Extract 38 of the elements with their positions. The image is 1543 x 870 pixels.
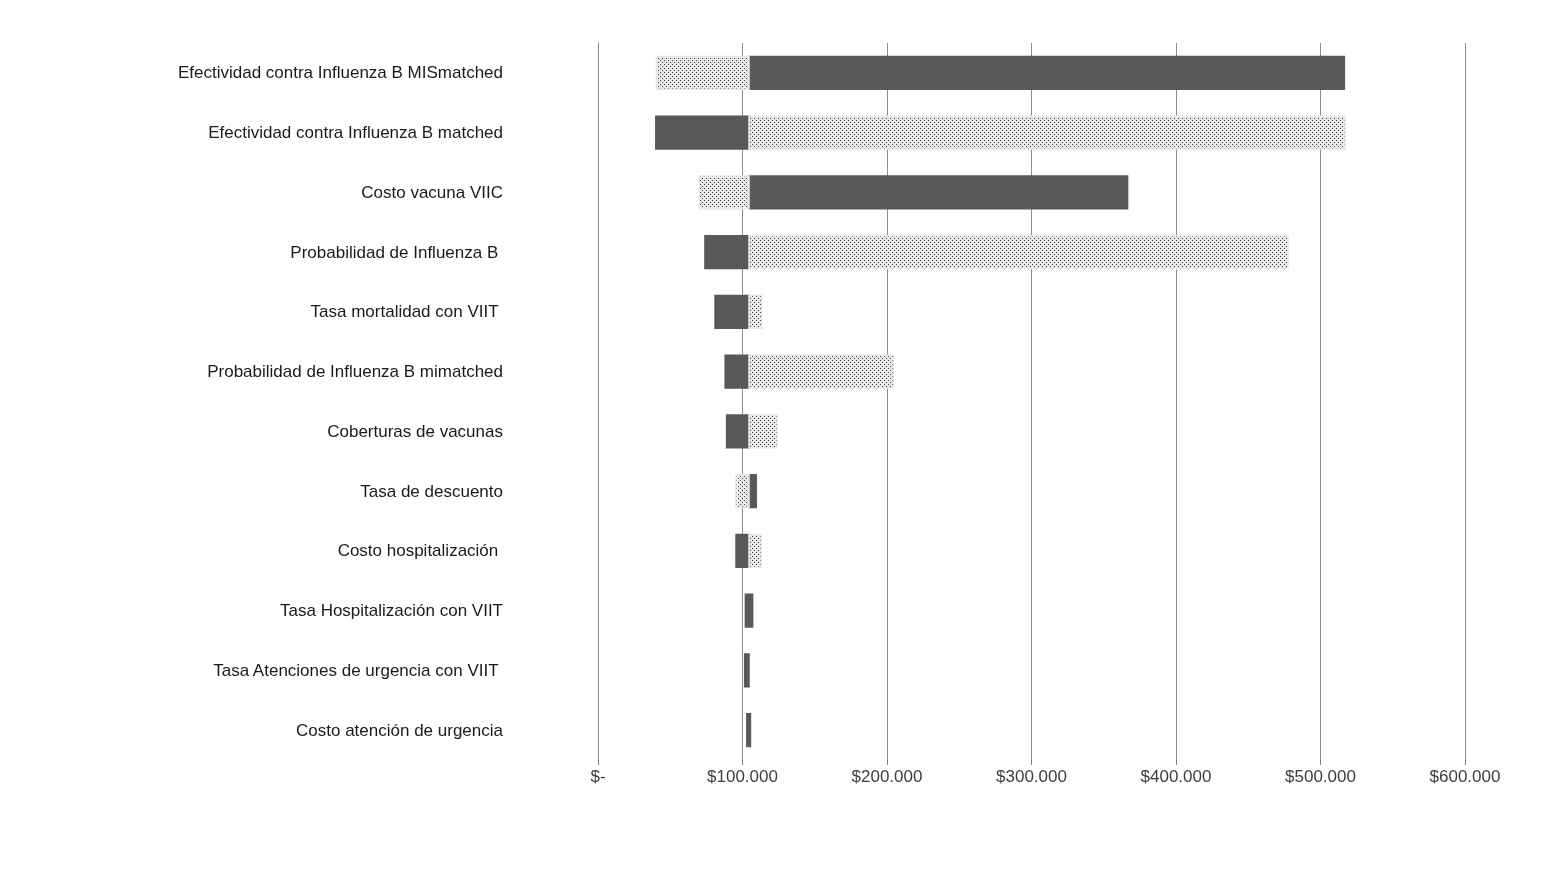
bar [714, 294, 750, 330]
y-tick-label: Tasa mortalidad con VIIT [310, 302, 503, 322]
bar [704, 234, 750, 270]
x-tick-label: $400.000 [1140, 767, 1212, 786]
bar [748, 354, 895, 389]
bar [748, 55, 1346, 91]
x-tick-label: $500.000 [1285, 767, 1356, 786]
x-tick-label: $200.000 [851, 767, 923, 786]
y-tick-label: Costo atención de urgencia [296, 720, 504, 740]
bar [748, 175, 1129, 210]
x-tick-label: $- [590, 767, 606, 786]
y-tick-label: Probabilidad de Influenza B mimatched [207, 362, 503, 382]
y-tick-label: Tasa de descuento [360, 481, 503, 501]
y-tick-label: Efectividad contra Influenza B matched [208, 123, 503, 143]
bar [724, 354, 750, 389]
bar [748, 234, 1289, 270]
y-tick-label: Costo hospitalización [337, 541, 503, 561]
bar [746, 712, 752, 748]
y-tick-label: Efectividad contra Influenza B MISmatched [177, 63, 503, 83]
bar [655, 55, 750, 91]
x-tick-label: $300.000 [996, 767, 1067, 786]
y-tick-label: Tasa Hospitalización con VIIT [280, 601, 503, 621]
bar [725, 414, 750, 449]
bar [698, 175, 750, 210]
bar [748, 414, 778, 449]
bar [748, 294, 763, 330]
bar [743, 653, 750, 688]
bar [744, 593, 754, 628]
bar [655, 115, 750, 150]
bar [735, 473, 750, 509]
x-tick-label: $600.000 [1429, 767, 1501, 786]
bar [748, 533, 763, 569]
y-tick-label: Coberturas de vacunas [327, 421, 503, 441]
y-tick-label: Costo vacuna VIIC [361, 182, 503, 202]
y-tick-label: Tasa Atenciones de urgencia con VIIT [213, 660, 503, 680]
bar [748, 115, 1346, 150]
y-tick-label: Probabilidad de Influenza B [290, 242, 503, 262]
x-tick-label: $100.000 [707, 767, 778, 786]
